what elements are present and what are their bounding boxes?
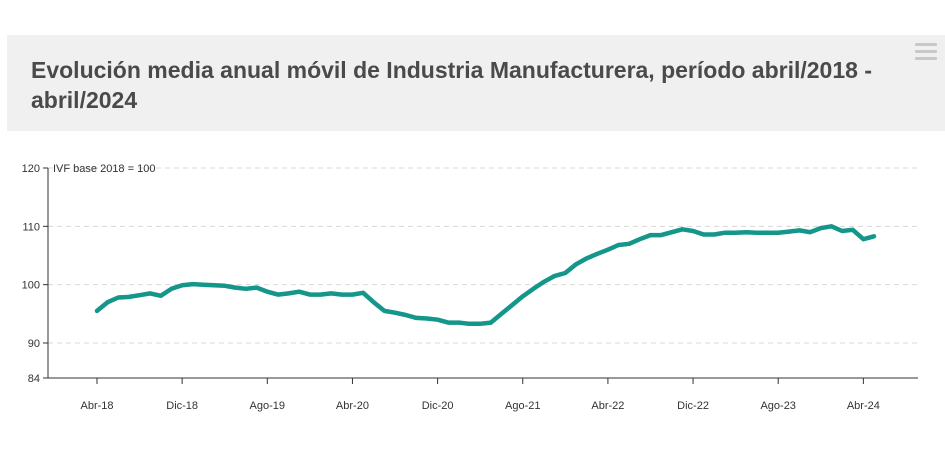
series-line [94,224,877,327]
x-tick-label: Dic-22 [677,400,709,412]
hamburger-menu-icon[interactable] [915,43,937,61]
y-tick-label: 84 [28,373,40,385]
grid-lines [48,167,918,344]
x-tick-label: Ago-21 [505,400,540,412]
axes [47,168,918,379]
y-axis-ticks: 84 90 100 110 120 [22,163,48,385]
x-tick-label: Abr-18 [80,400,113,412]
y-tick-label: 120 [22,163,40,175]
chart-header: Evolución media anual móvil de Industria… [7,35,945,131]
y-tick-label: 110 [22,221,40,233]
y-tick-label: 100 [22,280,40,292]
x-axis-ticks: Abr-18 Dic-18 Ago-19 Abr-20 Dic-20 Ago-21 Abr-… [80,378,880,412]
chart-title: Evolución media anual móvil de Industria… [31,57,872,113]
chart-annotation: IVF base 2018 = 100 [53,163,155,175]
line-chart: 84 90 100 110 120 Abr-18 Dic-18 Ago-19 Abr-20 Di… [22,163,918,412]
x-tick-label: Dic-18 [166,400,198,412]
y-tick-label: 90 [28,338,40,350]
x-tick-label: Ago-19 [250,400,285,412]
x-tick-label: Abr-20 [336,400,369,412]
x-tick-label: Dic-20 [422,400,454,412]
x-tick-label: Abr-24 [847,400,880,412]
x-tick-label: Ago-23 [760,400,795,412]
x-tick-label: Abr-22 [591,400,624,412]
